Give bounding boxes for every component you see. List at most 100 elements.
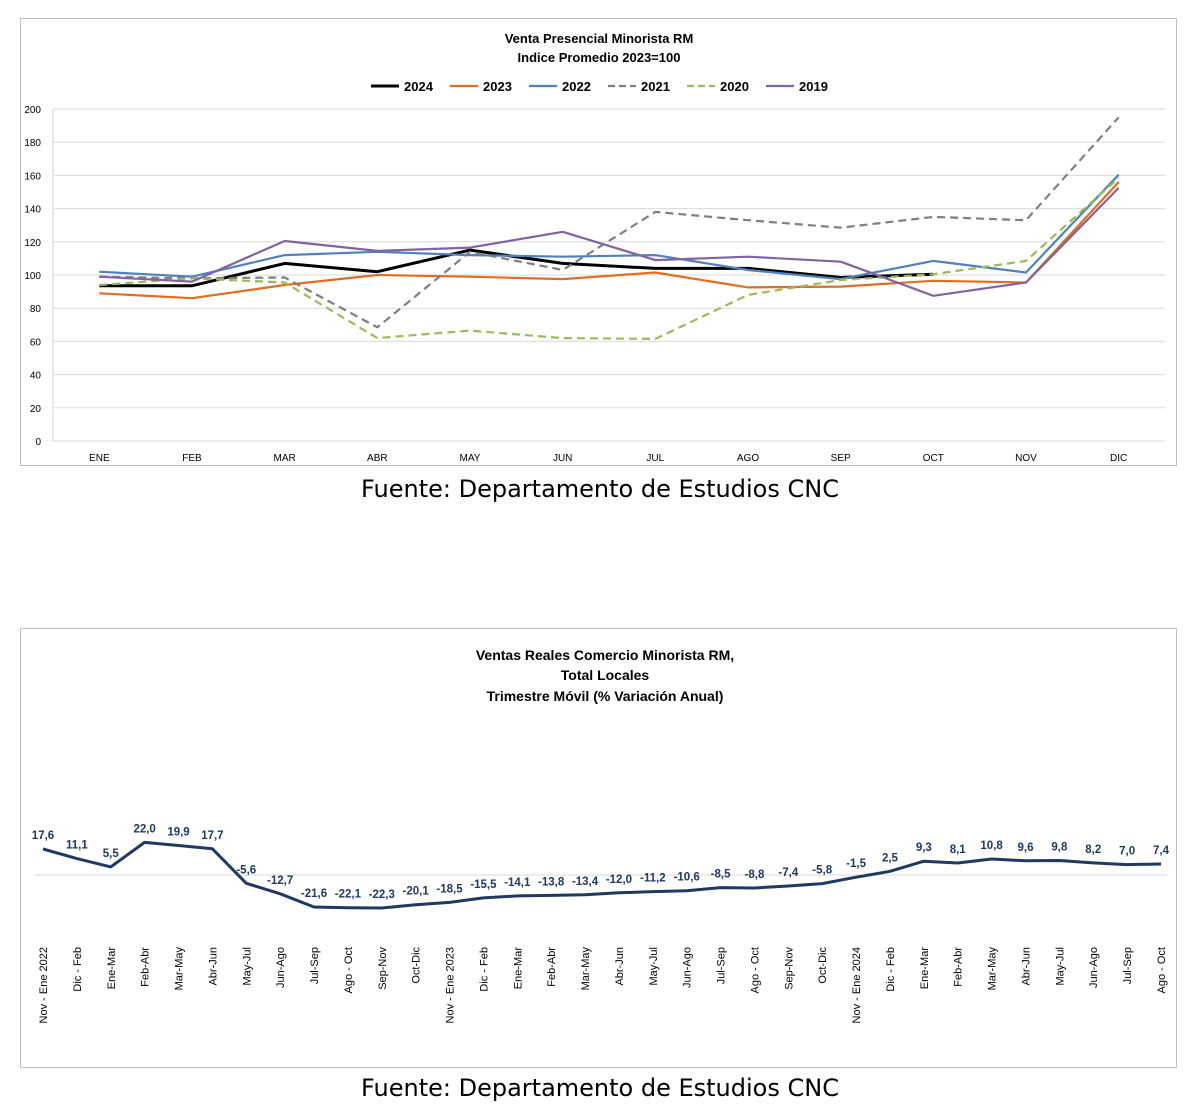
x-tick-label: Abr-Jun [1020, 947, 1032, 986]
series-line-2023 [99, 181, 1120, 300]
chart1-subtitle: Indice Promedio 2023=100 [518, 50, 681, 65]
x-tick-label: Jun-Ago [1088, 947, 1100, 988]
data-label: -22,3 [369, 889, 395, 901]
data-label: -7,4 [778, 867, 798, 879]
data-label: -5,8 [812, 865, 832, 877]
chart2-subtitle: Total Locales [561, 667, 650, 683]
x-tick-label: Sep-Nov [783, 947, 795, 990]
variation-line [42, 840, 1162, 910]
x-tick-label: Feb-Abr [953, 947, 965, 987]
y-tick-label: 20 [30, 404, 42, 415]
data-label: -14,1 [504, 877, 531, 889]
data-label: -12,0 [606, 874, 632, 886]
x-tick-label: JUN [553, 453, 572, 464]
x-tick-label: OCT [923, 453, 944, 464]
data-label: -5,6 [236, 864, 256, 876]
x-tick-label: Jul-Sep [1122, 947, 1134, 984]
source-note-top: Fuente: Departamento de Estudios CNC [361, 475, 839, 503]
chart2-title: Ventas Reales Comercio Minorista RM, [476, 647, 734, 663]
data-label: -1,5 [846, 858, 866, 870]
x-tick-label: Ene-Mar [512, 947, 524, 990]
data-label: 2,5 [882, 852, 899, 864]
x-tick-label: Ene-Mar [919, 947, 931, 990]
y-tick-label: 140 [24, 205, 41, 216]
y-tick-label: 0 [35, 437, 41, 448]
data-label: -20,1 [403, 886, 430, 898]
x-tick-label: AGO [737, 453, 759, 464]
y-tick-label: 180 [24, 138, 41, 149]
x-tick-label: MAY [460, 453, 481, 464]
legend-label-2019: 2019 [799, 79, 828, 94]
data-label: 17,7 [201, 830, 223, 842]
legend-label-2020: 2020 [720, 79, 749, 94]
x-tick-label: Abr-Jun [614, 947, 626, 986]
data-label: 7,4 [1153, 845, 1170, 857]
series-line-2019 [99, 187, 1120, 297]
data-label: -8,8 [745, 869, 765, 881]
x-tick-label: JUL [646, 453, 664, 464]
data-label: 9,3 [916, 842, 932, 854]
legend-label-2024: 2024 [404, 79, 434, 94]
x-tick-label: Dic - Feb [885, 947, 897, 992]
x-tick-label: Jun-Ago [275, 947, 287, 988]
x-tick-label: Jun-Ago [682, 947, 694, 988]
data-label: 22,0 [133, 823, 155, 835]
x-tick-label: SEP [831, 453, 851, 464]
data-label: -12,7 [267, 875, 293, 887]
legend-label-2023: 2023 [483, 79, 512, 94]
series-line-2021 [99, 116, 1120, 329]
data-label: 11,1 [66, 840, 88, 852]
x-tick-label: Ene-Mar [106, 947, 118, 990]
x-tick-label: Dic - Feb [72, 947, 84, 992]
data-label: -18,5 [436, 883, 463, 895]
data-label: 19,9 [167, 827, 189, 839]
x-tick-label: Mar-May [174, 947, 186, 991]
x-tick-label: Oct-Dic [411, 947, 423, 984]
data-label: -11,2 [640, 873, 666, 885]
chart1-title: Venta Presencial Minorista RM [505, 31, 694, 46]
y-tick-label: 160 [24, 171, 41, 182]
x-tick-label: DIC [1110, 453, 1127, 464]
x-tick-label: Nov - Ene 2022 [38, 947, 50, 1023]
data-label: 9,8 [1051, 841, 1068, 853]
data-label: 10,8 [980, 840, 1003, 852]
y-tick-label: 100 [24, 271, 41, 282]
data-label: -21,6 [301, 888, 327, 900]
chart2-subtitle2: Trimestre Móvil (% Variación Anual) [487, 688, 724, 704]
x-tick-label: Ago - Oct [749, 947, 761, 993]
x-tick-label: Ago - Oct [1156, 947, 1168, 993]
x-tick-label: Jul-Sep [716, 947, 728, 984]
data-label: -13,4 [572, 876, 599, 888]
x-tick-label: ENE [89, 453, 110, 464]
chart-panel-bottom: Ventas Reales Comercio Minorista RM, Tot… [20, 628, 1177, 1068]
data-label: 9,6 [1017, 842, 1033, 854]
legend-label-2021: 2021 [641, 79, 670, 94]
legend-label-2022: 2022 [562, 79, 591, 94]
y-tick-label: 80 [30, 304, 42, 315]
x-tick-label: NOV [1015, 453, 1037, 464]
y-tick-label: 120 [24, 238, 41, 249]
data-label: -8,5 [711, 869, 731, 881]
x-tick-label: Dic - Feb [478, 947, 490, 992]
x-tick-label: ABR [367, 453, 388, 464]
y-tick-label: 60 [30, 337, 42, 348]
x-tick-label: FEB [182, 453, 202, 464]
x-tick-label: Sep-Nov [377, 947, 389, 990]
x-tick-label: Mar-May [987, 947, 999, 991]
x-tick-label: Feb-Abr [140, 947, 152, 987]
data-label: 17,6 [32, 830, 54, 842]
x-tick-label: Abr-Jun [207, 947, 219, 986]
retail-sales-variation-chart: Ventas Reales Comercio Minorista RM, Tot… [32, 647, 1170, 1023]
x-tick-label: May-Jul [1054, 947, 1066, 986]
x-tick-label: May-Jul [241, 947, 253, 986]
data-label: -22,1 [335, 889, 362, 901]
x-tick-label: Nov - Ene 2023 [445, 947, 457, 1023]
series-line-2022 [99, 173, 1120, 281]
x-tick-label: Mar-May [580, 947, 592, 991]
data-label: 5,5 [103, 848, 120, 860]
x-tick-label: Oct-Dic [817, 947, 829, 984]
retail-index-chart: Venta Presencial Minorista RM Indice Pro… [24, 31, 1165, 464]
data-label: -15,5 [470, 879, 497, 891]
data-label: 8,1 [950, 844, 967, 856]
y-tick-label: 40 [30, 371, 42, 382]
